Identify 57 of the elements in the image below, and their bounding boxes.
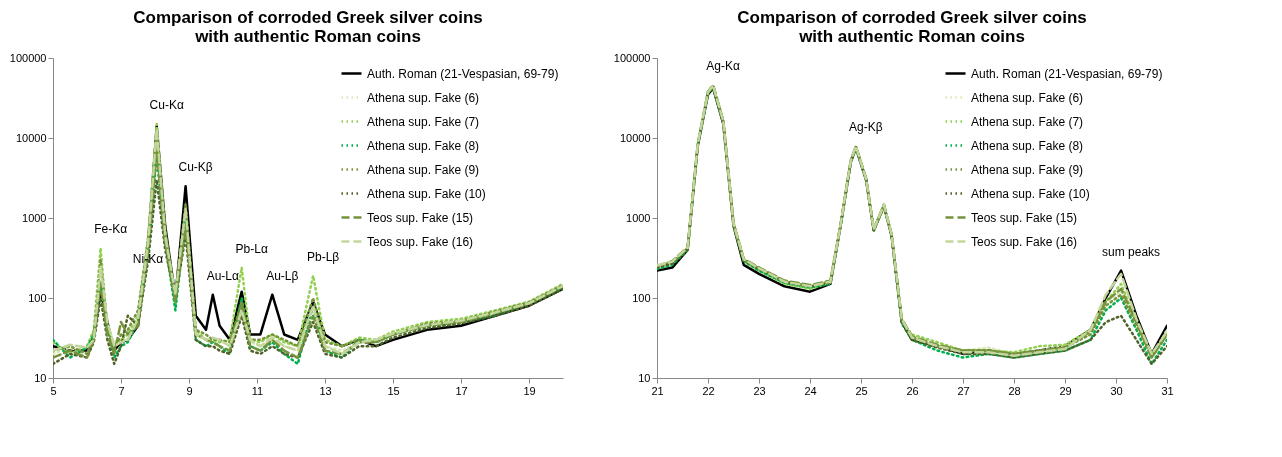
x-tick-label: 23	[753, 384, 766, 397]
y-tick-label: 100000	[613, 51, 651, 64]
x-tick-label: 13	[319, 384, 332, 397]
legend-label: Athena sup. Fake (9)	[971, 162, 1084, 177]
chart-title: Comparison of corroded Greek silver coins with authentic Roman coins	[737, 8, 1087, 46]
x-tick-label: 11	[251, 384, 264, 397]
annotation: sum peaks	[1102, 244, 1161, 259]
x-tick-label: 22	[702, 384, 715, 397]
legend-label: Athena sup. Fake (7)	[971, 114, 1084, 129]
annotation: Ag-Kβ	[849, 120, 883, 135]
legend-label: Athena sup. Fake (6)	[971, 90, 1084, 105]
y-tick-label: 10	[638, 371, 651, 384]
y-tick-label: 1000	[626, 211, 651, 224]
y-tick-label: 10000	[619, 131, 651, 144]
x-tick-label: 25	[855, 384, 868, 397]
legend-label: Athena sup. Fake (10)	[367, 186, 486, 201]
x-tick-label: 9	[186, 384, 193, 397]
annotation: Cu-Kα	[149, 97, 184, 112]
annotation: Ag-Kα	[706, 58, 740, 73]
annotation: Pb-Lβ	[306, 249, 340, 264]
x-tick-label: 7	[118, 384, 125, 397]
legend-label: Teos sup. Fake (15)	[367, 210, 474, 225]
legend-label: Athena sup. Fake (10)	[971, 186, 1090, 201]
x-tick-label: 24	[804, 384, 817, 397]
legend-label: Teos sup. Fake (16)	[367, 234, 474, 249]
legend-label: Teos sup. Fake (15)	[971, 210, 1078, 225]
x-tick-label: 29	[1059, 384, 1072, 397]
legend-label: Athena sup. Fake (8)	[971, 138, 1084, 153]
x-tick-label: 31	[1161, 384, 1174, 397]
annotation: Au-Lα	[206, 268, 239, 283]
y-tick-label: 1000	[22, 211, 47, 224]
annotation: Pb-Lα	[235, 241, 268, 256]
y-tick-label: 100000	[9, 51, 47, 64]
annotation: Au-Lβ	[266, 268, 299, 283]
legend-label: Athena sup. Fake (6)	[367, 90, 480, 105]
x-tick-label: 30	[1110, 384, 1123, 397]
x-tick-label: 17	[455, 384, 468, 397]
x-tick-label: 28	[1008, 384, 1021, 397]
y-tick-label: 10000	[15, 131, 47, 144]
legend-label: Auth. Roman (21-Vespasian, 69-79)	[367, 66, 559, 81]
legend-label: Teos sup. Fake (16)	[971, 234, 1078, 249]
legend-label: Athena sup. Fake (8)	[367, 138, 480, 153]
x-tick-label: 5	[50, 384, 57, 397]
legend-label: Athena sup. Fake (9)	[367, 162, 480, 177]
x-tick-label: 27	[957, 384, 970, 397]
x-tick-label: 26	[906, 384, 919, 397]
annotation: Cu-Kβ	[178, 160, 213, 175]
x-tick-label: 19	[523, 384, 536, 397]
x-tick-label: 15	[387, 384, 400, 397]
y-tick-label: 100	[632, 291, 651, 304]
annotation: Fe-Kα	[94, 222, 128, 237]
y-tick-label: 100	[28, 291, 47, 304]
chart-title: Comparison of corroded Greek silver coins with authentic Roman coins	[133, 8, 483, 46]
y-tick-label: 10	[34, 371, 47, 384]
legend-label: Athena sup. Fake (7)	[367, 114, 480, 129]
legend-label: Auth. Roman (21-Vespasian, 69-79)	[971, 66, 1163, 81]
x-tick-label: 21	[651, 384, 664, 397]
